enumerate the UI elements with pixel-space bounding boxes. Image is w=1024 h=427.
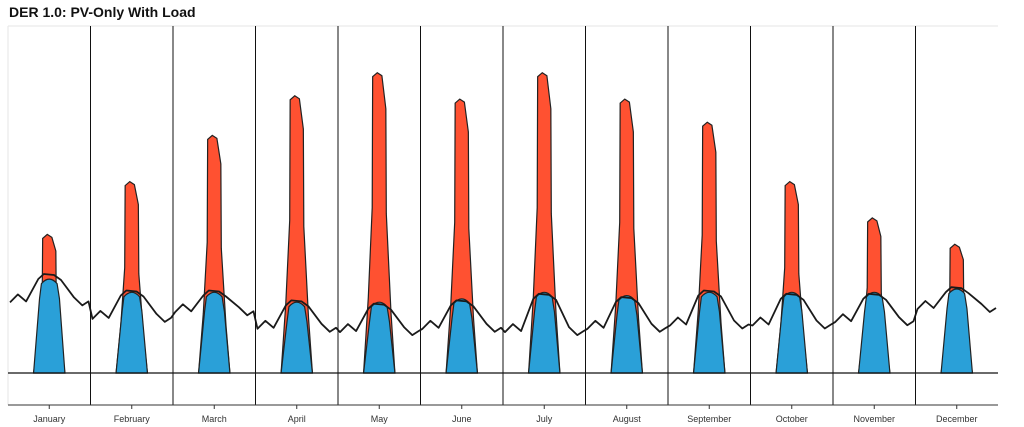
month-dividers	[90, 26, 916, 405]
pv-self-consumed-area-september	[692, 291, 726, 374]
pv-self-consumed-areas	[32, 278, 974, 374]
pv-self-consumed-area-october	[775, 291, 809, 374]
month-label-january: January	[33, 414, 66, 424]
pv-self-consumed-area-april	[280, 301, 314, 374]
pv-self-consumed-area-december	[940, 288, 974, 374]
month-label-february: February	[114, 414, 151, 424]
chart-title: DER 1.0: PV-Only With Load	[9, 4, 196, 20]
month-label-october: October	[776, 414, 808, 424]
month-labels: January February March April May June July Augu…	[33, 414, 977, 424]
axis-layer	[8, 372, 998, 409]
pv-self-consumed-area-january	[32, 278, 66, 374]
pv-self-consumed-area-march	[197, 291, 231, 374]
pv-excess-area-may	[362, 71, 396, 374]
month-label-august: August	[613, 414, 642, 424]
month-label-may: May	[371, 414, 389, 424]
month-label-june: June	[452, 414, 472, 424]
month-label-july: July	[536, 414, 553, 424]
month-label-march: March	[202, 414, 227, 424]
month-label-april: April	[288, 414, 306, 424]
pv-self-consumed-area-february	[115, 291, 149, 374]
month-label-september: September	[687, 414, 731, 424]
month-label-december: December	[936, 414, 978, 424]
pv-self-consumed-area-november	[857, 291, 891, 374]
month-label-november: November	[853, 414, 895, 424]
